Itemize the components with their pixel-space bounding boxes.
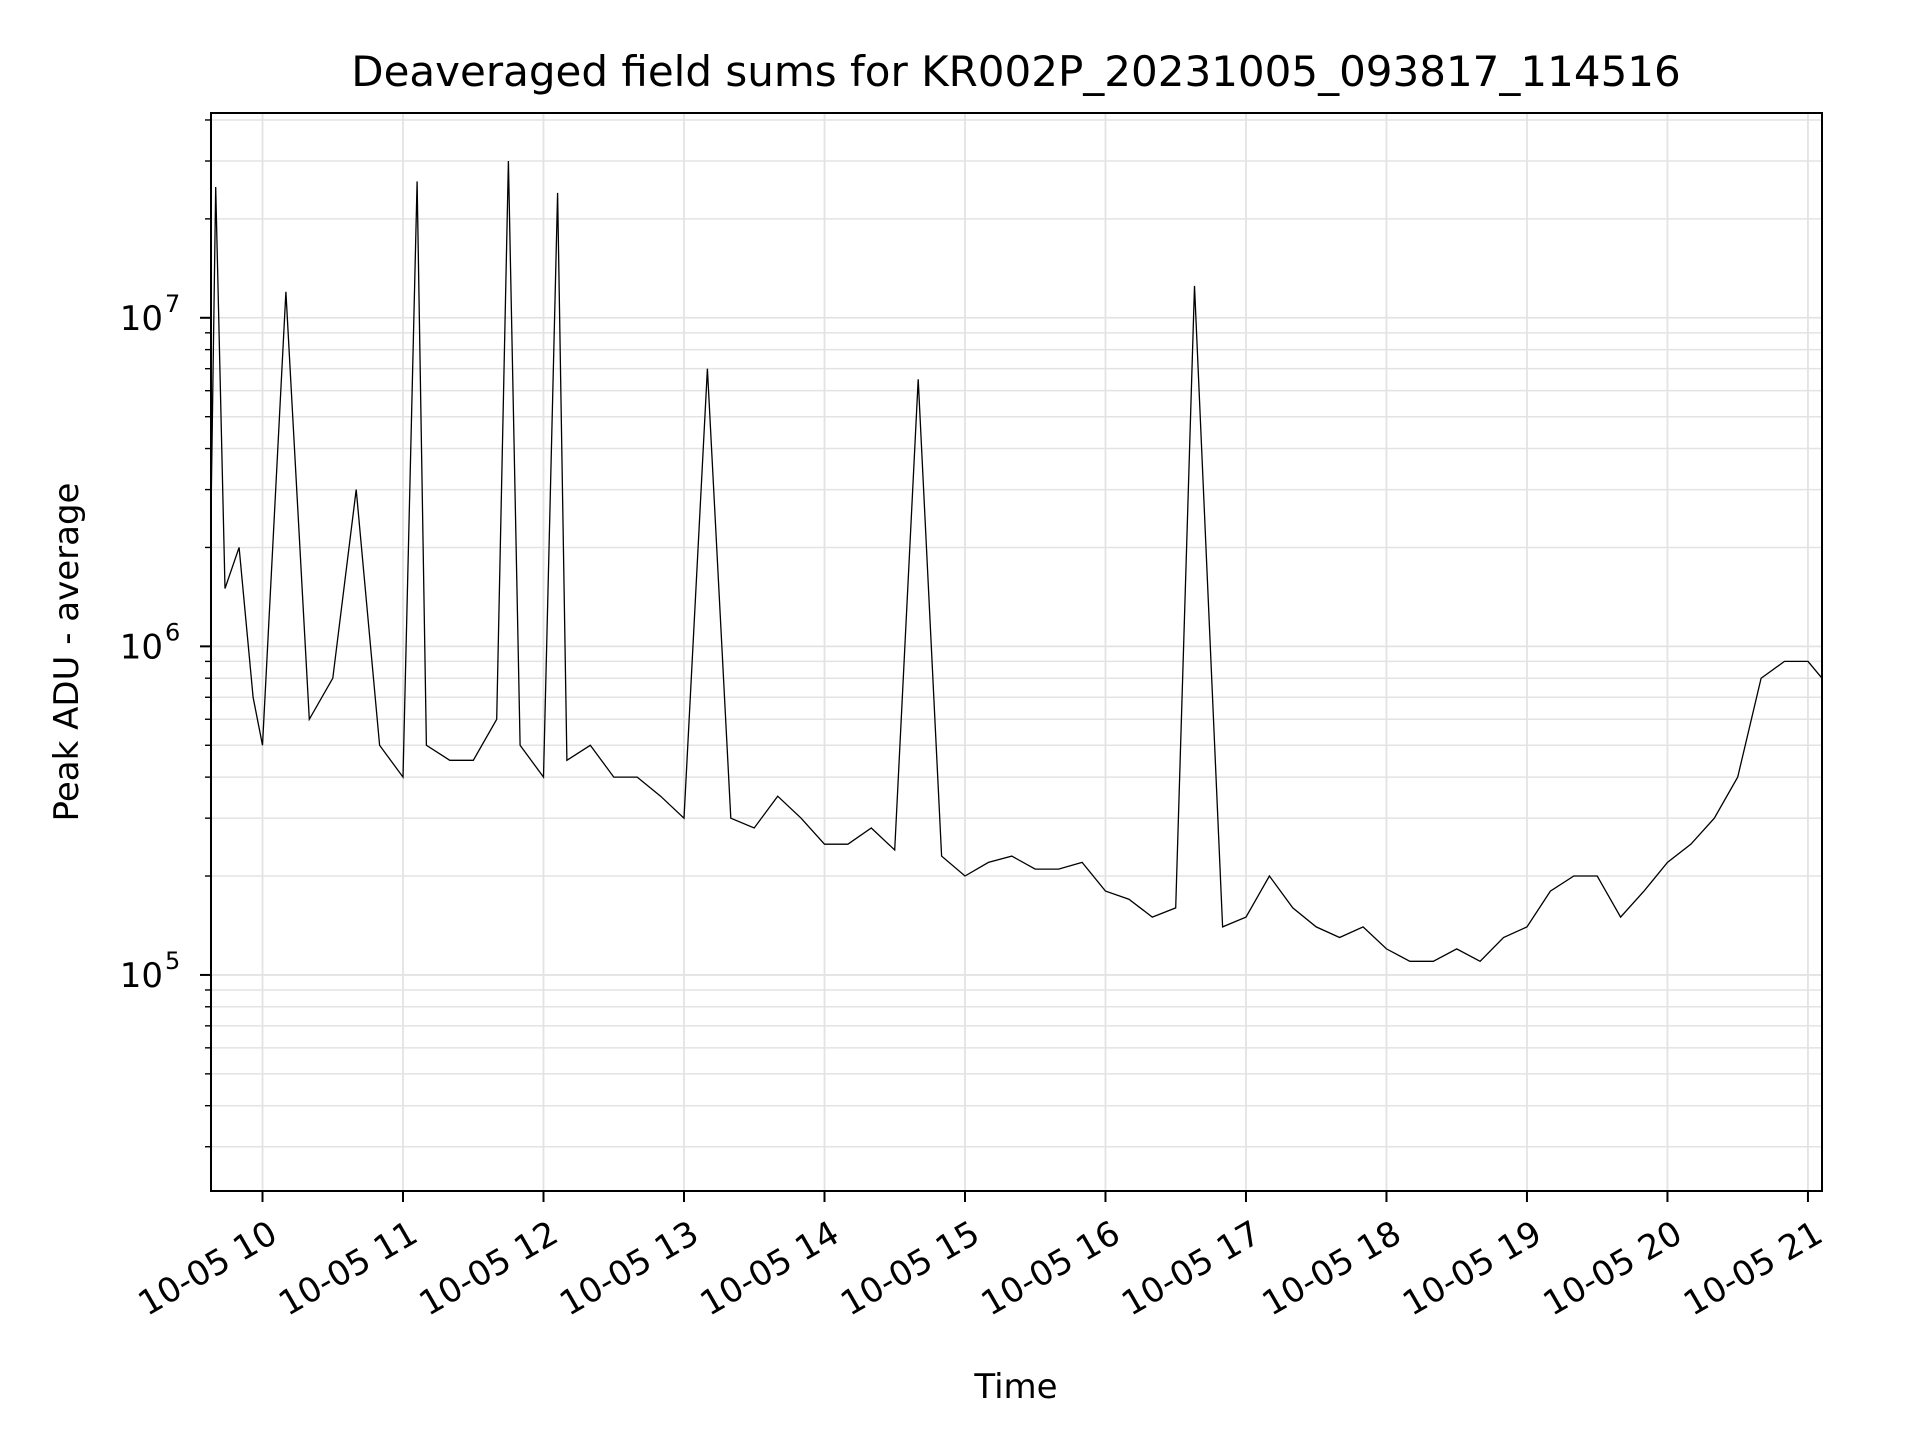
y-tick-exponent: 6 bbox=[165, 618, 180, 646]
plot-area-frame bbox=[210, 112, 1823, 1192]
chart-title: Deaveraged field sums for KR002P_2023100… bbox=[351, 47, 1681, 96]
y-tick-exponent: 5 bbox=[165, 947, 180, 975]
series-line bbox=[210, 160, 1823, 963]
y-tick-exponent: 7 bbox=[165, 290, 180, 318]
x-axis-label: Time bbox=[973, 1367, 1057, 1407]
y-axis-label: Peak ADU - average bbox=[47, 483, 87, 822]
y-tick-label: 10 bbox=[120, 299, 163, 339]
y-tick-label: 10 bbox=[120, 956, 163, 996]
y-tick-label: 10 bbox=[120, 627, 163, 667]
grid bbox=[211, 113, 1822, 1191]
